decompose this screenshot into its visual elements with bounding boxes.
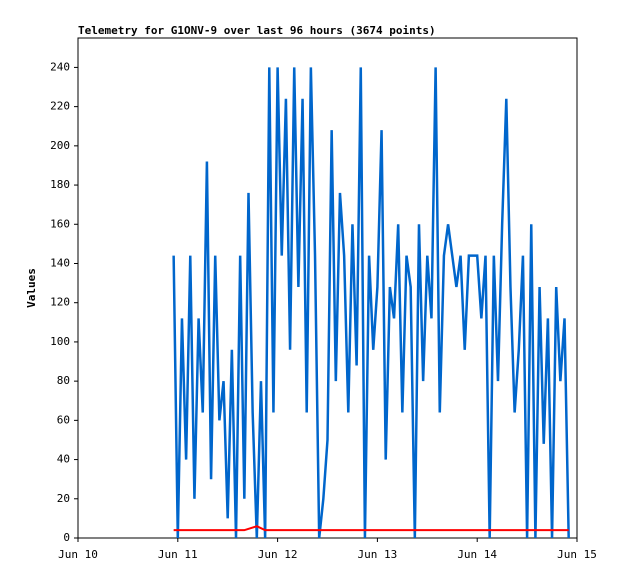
plot-frame	[77, 37, 578, 539]
series-line	[173, 525, 569, 532]
y-tick-label: 20	[57, 492, 70, 505]
y-tick-label: 120	[50, 296, 70, 309]
chart-title: Telemetry for G1ONV-9 over last 96 hours…	[78, 24, 436, 37]
x-tick-label: Jun 13	[358, 548, 398, 561]
x-tick-label: Jun 11	[158, 548, 198, 561]
y-tick-label: 40	[57, 453, 70, 466]
y-axis-label: Values	[25, 268, 38, 308]
y-tick-label: 140	[50, 256, 70, 269]
y-tick-label: 180	[50, 178, 70, 191]
y-tick-label: 220	[50, 100, 70, 113]
x-tick-label: Jun 12	[258, 548, 298, 561]
x-tick-label: Jun 14	[457, 548, 497, 561]
y-tick-label: 160	[50, 217, 70, 230]
series-line	[172, 67, 570, 539]
y-tick-label: 0	[63, 531, 70, 544]
y-tick-label: 240	[50, 60, 70, 73]
y-tick-label: 60	[57, 413, 70, 426]
x-tick-label: Jun 15	[557, 548, 597, 561]
y-tick-label: 100	[50, 335, 70, 348]
x-tick-label: Jun 10	[58, 548, 98, 561]
y-tick-label: 200	[50, 139, 70, 152]
y-tick-label: 80	[57, 374, 70, 387]
